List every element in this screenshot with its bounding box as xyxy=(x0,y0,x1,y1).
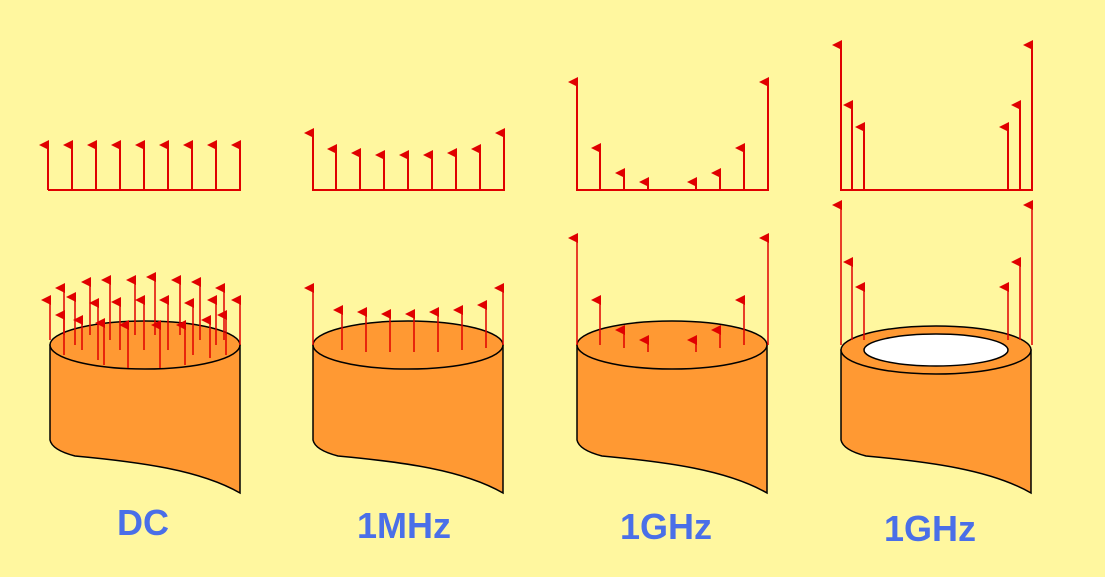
panel-dc xyxy=(39,140,241,495)
1mhz-surface-arrows xyxy=(304,283,504,352)
1ghz-hollow-conductor xyxy=(840,325,1032,495)
dc-surface-arrows xyxy=(41,272,241,368)
dc-current-profile xyxy=(39,140,241,191)
label-1mhz: 1MHz xyxy=(357,505,452,546)
1ghz-hollow-current-profile xyxy=(832,40,1033,191)
1mhz-conductor xyxy=(312,320,504,495)
1ghz-surface-arrows xyxy=(568,233,769,352)
label-1ghz-solid: 1GHz xyxy=(620,506,713,547)
label-1ghz-hollow: 1GHz xyxy=(884,508,977,549)
panel-1ghz-solid xyxy=(568,77,769,495)
1ghz-current-profile xyxy=(568,77,769,191)
dc-conductor xyxy=(49,320,241,495)
hollow-core xyxy=(863,333,1009,367)
panel-1ghz-hollow xyxy=(832,40,1033,495)
panel-1mhz xyxy=(304,128,505,495)
label-dc: DC xyxy=(117,502,169,543)
1ghz-conductor xyxy=(576,320,768,495)
1mhz-current-profile xyxy=(304,128,505,191)
1ghz-hollow-surface-arrows xyxy=(832,200,1033,345)
